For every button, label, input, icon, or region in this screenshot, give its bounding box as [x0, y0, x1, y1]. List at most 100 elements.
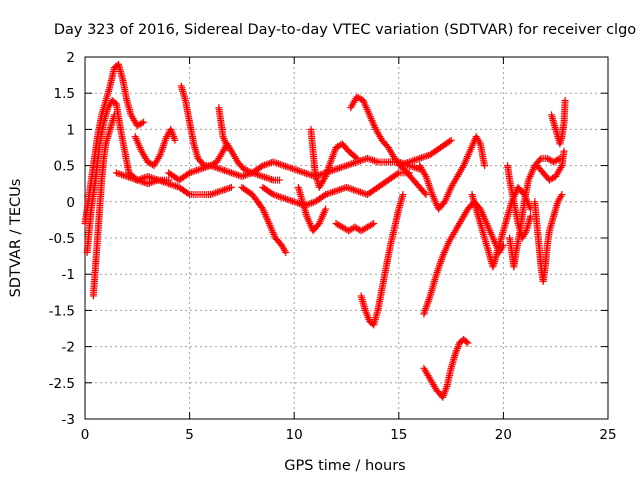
x-tick-label: 20 — [495, 427, 512, 443]
data-point — [193, 166, 201, 174]
data-point — [144, 172, 152, 180]
data-point — [118, 171, 126, 179]
data-point — [259, 172, 267, 180]
data-point — [344, 184, 352, 192]
data-point — [278, 161, 286, 169]
data-point — [278, 194, 286, 202]
data-point — [302, 169, 310, 177]
data-point — [281, 195, 289, 203]
data-point — [320, 192, 328, 200]
data-point — [334, 186, 342, 194]
data-point — [257, 172, 265, 180]
data-point — [306, 200, 314, 208]
x-tick-label: 25 — [599, 427, 616, 443]
data-points — [81, 60, 569, 401]
data-point — [215, 165, 223, 173]
data-point — [146, 173, 154, 181]
data-point — [336, 186, 344, 194]
data-point — [281, 162, 289, 170]
data-point — [358, 156, 366, 164]
data-point — [146, 179, 154, 187]
data-point — [299, 168, 307, 176]
data-point — [349, 186, 357, 194]
data-point — [346, 185, 354, 193]
series-track-7 — [215, 104, 231, 151]
grid — [85, 57, 608, 419]
data-point — [358, 189, 366, 197]
series-track-5 — [112, 169, 235, 199]
data-point — [353, 154, 361, 162]
data-point — [269, 158, 277, 166]
data-point — [276, 176, 284, 184]
data-point — [292, 198, 300, 206]
data-point — [344, 161, 352, 169]
series-track-3 — [89, 111, 118, 300]
series-track-13 — [347, 93, 430, 199]
data-point — [282, 248, 290, 256]
data-point — [238, 172, 246, 180]
data-point — [194, 166, 202, 174]
data-point — [332, 165, 340, 173]
data-point — [261, 173, 269, 181]
data-point — [112, 169, 120, 177]
data-point — [140, 118, 148, 126]
x-tick-label: 15 — [390, 427, 407, 443]
data-point — [264, 174, 272, 182]
data-point — [464, 339, 472, 347]
data-point — [367, 156, 375, 164]
series-track-4 — [131, 125, 179, 170]
data-point — [393, 170, 401, 178]
data-point — [297, 168, 305, 176]
data-point — [287, 164, 295, 172]
series-track-9 — [238, 183, 290, 256]
data-point — [339, 185, 347, 193]
data-point — [290, 198, 298, 206]
x-axis-label: GPS time / hours — [284, 458, 405, 474]
data-point — [409, 163, 417, 171]
data-point — [301, 169, 309, 177]
data-point — [275, 160, 283, 168]
data-point — [226, 184, 234, 192]
series-track-8 — [165, 154, 424, 184]
data-point — [304, 170, 312, 178]
data-point — [412, 156, 420, 164]
series-track-14 — [332, 220, 378, 235]
data-point — [481, 162, 489, 170]
data-point — [536, 156, 544, 164]
y-tick-label: 2 — [66, 50, 75, 66]
data-point — [348, 160, 356, 168]
data-point — [208, 190, 216, 198]
series-track-10 — [259, 169, 413, 209]
data-point — [330, 188, 338, 196]
data-point — [341, 162, 349, 170]
series-track-22 — [506, 154, 564, 271]
data-point — [421, 189, 429, 197]
data-point — [276, 193, 284, 201]
data-point — [280, 162, 288, 170]
data-point — [229, 169, 237, 177]
y-tick-label: 0 — [66, 195, 75, 211]
data-point — [343, 183, 350, 191]
data-point — [292, 166, 300, 174]
data-point — [283, 195, 291, 203]
data-point — [138, 119, 146, 127]
data-point — [144, 180, 152, 188]
x-tick-label: 0 — [81, 427, 90, 443]
data-point — [363, 154, 371, 162]
data-point — [561, 96, 569, 104]
data-point — [234, 171, 242, 179]
data-point — [266, 159, 274, 167]
data-point — [210, 189, 218, 197]
data-point — [343, 162, 350, 170]
data-point — [219, 186, 227, 194]
y-tick-label: -1 — [62, 267, 75, 283]
chart-title: Day 323 of 2016, Sidereal Day-to-day VTE… — [54, 22, 636, 38]
data-point — [327, 189, 335, 197]
series-track-12 — [307, 125, 361, 191]
data-point — [224, 185, 232, 193]
data-point — [348, 185, 356, 193]
data-point — [215, 188, 223, 196]
data-point — [213, 188, 221, 196]
data-point — [295, 167, 303, 175]
